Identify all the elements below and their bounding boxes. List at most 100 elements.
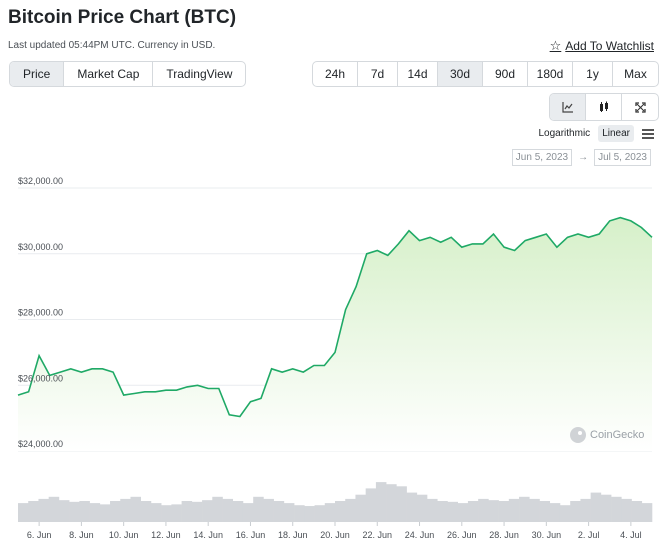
volume-bar (48, 496, 60, 522)
x-tick-label: 18. Jun (278, 530, 308, 540)
x-tick-label: 10. Jun (109, 530, 139, 540)
volume-bar (396, 486, 407, 522)
volume-bar (508, 498, 520, 522)
volume-bar (283, 503, 295, 522)
volume-bar (242, 503, 254, 522)
tab-tradingview[interactable]: TradingView (166, 67, 233, 81)
volume-bar (181, 501, 193, 522)
volume-bar (416, 494, 428, 522)
y-tick-label: $28,000.00 (18, 308, 63, 318)
volume-bar (232, 501, 244, 522)
x-tick-label: 28. Jun (489, 530, 519, 540)
candlestick-icon (599, 101, 608, 113)
volume-bar (99, 504, 111, 522)
scale-toggle: Logarithmic Linear (534, 125, 654, 142)
volume-bar (580, 498, 591, 522)
tab-price[interactable]: Price (10, 62, 65, 86)
volume-bar (314, 505, 326, 522)
linear-button[interactable]: Linear (598, 125, 634, 142)
volume-bar (478, 498, 489, 522)
volume-bar (457, 503, 469, 522)
hamburger-menu-icon[interactable] (642, 128, 654, 139)
candlestick-button[interactable] (586, 94, 622, 120)
range-24h[interactable]: 24h (313, 62, 358, 86)
x-tick-label: 24. Jun (405, 530, 435, 540)
volume-bar (549, 503, 561, 522)
volume-bar (590, 492, 602, 522)
y-tick-label: $26,000.00 (18, 373, 63, 383)
star-icon: ☆ (549, 38, 562, 53)
x-tick-label: 4. Jul (620, 530, 642, 540)
range-max[interactable]: Max (624, 67, 647, 81)
line-chart-icon (561, 102, 573, 113)
add-to-watchlist-label: Add To Watchlist (565, 39, 654, 53)
logarithmic-button[interactable]: Logarithmic (538, 128, 591, 139)
price-line (17, 216, 653, 418)
volume-bar (427, 498, 438, 522)
range-1y[interactable]: 1y (573, 62, 613, 86)
tab-market-cap[interactable]: Market Cap (64, 62, 154, 86)
volume-bar (355, 494, 366, 522)
volume-bar (570, 501, 581, 522)
volume-bar (120, 498, 131, 522)
volume-bar (263, 498, 274, 522)
volume-bar (110, 501, 121, 522)
volume-bar (171, 504, 182, 522)
range-14d[interactable]: 14d (398, 62, 438, 86)
volume-bar (89, 503, 101, 522)
x-tick-label: 26. Jun (447, 530, 477, 540)
coingecko-watermark: CoinGecko (570, 427, 644, 443)
range-7d[interactable]: 7d (358, 62, 398, 86)
page-title: Bitcoin Price Chart (BTC) (8, 7, 237, 28)
volume-bar (447, 501, 459, 522)
line-chart-button[interactable] (550, 94, 586, 120)
volume-bar (304, 506, 315, 522)
range-180d[interactable]: 180d (528, 62, 573, 86)
volume-bar (79, 501, 90, 522)
volume-bar (335, 501, 346, 522)
volume-bar (294, 505, 305, 522)
volume-bar (324, 503, 336, 522)
date-from-input[interactable]: Jun 5, 2023 (511, 149, 573, 166)
volume-bar (600, 494, 612, 522)
x-tick-label: 16. Jun (236, 530, 266, 540)
price-chart[interactable]: $32,000.00 $30,000.00 $28,000.00 $26,000.00… (0, 170, 662, 545)
volume-bar (69, 501, 80, 522)
volume-bar (140, 501, 152, 522)
y-tick-label: $30,000.00 (18, 242, 63, 252)
add-to-watchlist-link[interactable]: ☆ Add To Watchlist (550, 38, 654, 54)
volume-bar (365, 488, 377, 522)
volume-bar (58, 500, 70, 522)
fullscreen-icon (634, 101, 646, 113)
x-tick-label: 6. Jun (27, 530, 52, 540)
volume-bar (18, 503, 29, 522)
volume-bar (437, 501, 448, 522)
x-tick-label: 12. Jun (151, 530, 181, 540)
volume-bar (386, 484, 397, 522)
watermark-label: CoinGecko (590, 429, 645, 441)
fullscreen-button[interactable] (622, 94, 658, 120)
volume-bar (253, 496, 264, 522)
x-tick-label: 2. Jul (578, 530, 600, 540)
range-tabs: 24h 7d 14d 30d 90d 180d 1y Max (312, 61, 659, 87)
price-area (18, 217, 652, 451)
date-to-input[interactable]: Jul 5, 2023 (594, 149, 651, 166)
volume-bar (631, 501, 643, 522)
range-30d[interactable]: 30d (438, 62, 483, 86)
volume-bar (222, 498, 234, 522)
volume-bar (375, 482, 387, 522)
arrow-right-icon: → (578, 152, 589, 163)
volume-bar (559, 505, 571, 522)
volume-bar (621, 498, 632, 522)
volume-bar (488, 500, 499, 522)
volume-bar (273, 501, 285, 522)
range-90d[interactable]: 90d (483, 62, 528, 86)
volume-bar (28, 501, 39, 522)
volume-bar (467, 501, 479, 522)
volume-bar (161, 505, 172, 522)
volume-bar (406, 492, 418, 522)
x-tick-label: 20. Jun (320, 530, 350, 540)
volume-bar (641, 503, 653, 522)
coingecko-logo-icon (570, 427, 586, 443)
volume-bar (191, 501, 203, 522)
